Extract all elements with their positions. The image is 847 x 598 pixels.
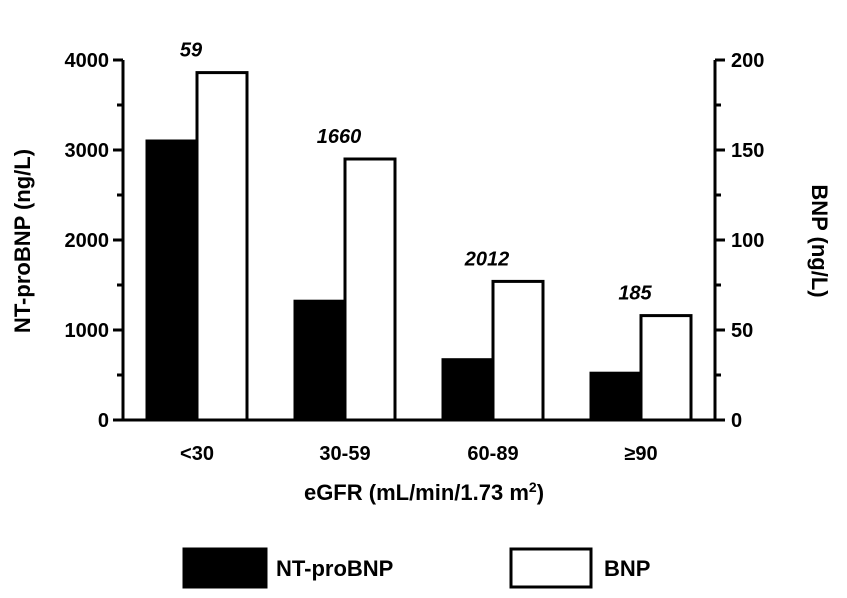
bar-ntprobnp (589, 371, 643, 422)
right-y-tick-label: 200 (731, 50, 764, 72)
annotations-layer: 59 1660 2012 185 (180, 40, 653, 305)
left-y-tick-label: 2000 (65, 230, 110, 252)
right-y-tick-label: 50 (731, 320, 753, 342)
x-tick-label: ≥90 (624, 443, 657, 465)
bar-bnp (639, 314, 693, 422)
bar-ntprobnp (145, 139, 199, 422)
left-y-tick-label: 0 (98, 410, 109, 432)
bar-ntprobnp (441, 358, 495, 422)
right-y-tick-label: 0 (731, 410, 742, 432)
bars-layer (145, 71, 693, 422)
group-annotation: 2012 (464, 248, 510, 270)
right-y-axis-title: BNP (ng/L) (807, 184, 832, 297)
right-y-ticks: 0 50 100 150 200 (715, 50, 764, 432)
left-y-tick-label: 3000 (65, 140, 110, 162)
legend-label-ntprobnp: NT-proBNP (276, 556, 393, 581)
x-tick-label: <30 (180, 443, 214, 465)
legend-swatch-bnp (509, 547, 593, 589)
x-ticks: <30 30-59 60-89 ≥90 (180, 443, 658, 465)
left-y-tick-label: 1000 (65, 320, 110, 342)
axes-layer: 0 1000 2000 3000 4000 0 50 100 150 200 <30 30-59 6… (65, 50, 765, 465)
group-annotation: 1660 (317, 126, 362, 148)
bar-bnp (195, 71, 249, 422)
x-tick-label: 60-89 (467, 443, 518, 465)
left-y-tick-label: 4000 (65, 50, 110, 72)
legend-swatch-ntprobnp (182, 547, 268, 589)
group-annotation: 59 (180, 40, 203, 62)
left-y-axis-title: NT-proBNP (ng/L) (10, 149, 35, 333)
bar-bnp (343, 157, 397, 422)
right-y-tick-label: 150 (731, 140, 764, 162)
left-y-ticks: 0 1000 2000 3000 4000 (65, 50, 123, 432)
right-y-tick-label: 100 (731, 230, 764, 252)
group-annotation: 185 (618, 283, 652, 305)
legend-label-bnp: BNP (604, 556, 650, 581)
bar-ntprobnp (293, 299, 347, 422)
x-axis-title: eGFR (mL/min/1.73 m2) (304, 479, 544, 505)
bar-bnp (491, 279, 545, 422)
legend: NT-proBNP BNP (182, 547, 650, 589)
x-tick-label: 30-59 (319, 443, 370, 465)
